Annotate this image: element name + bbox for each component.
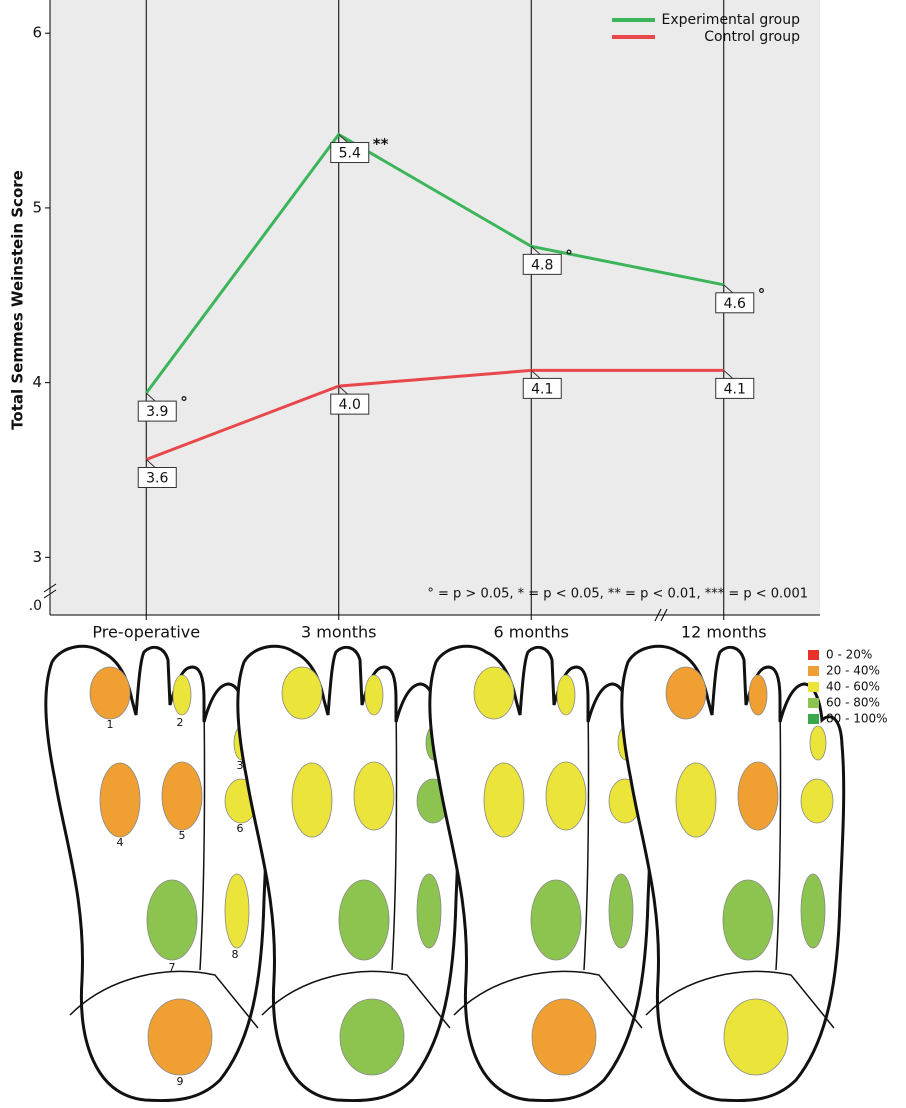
y-tick-label: 3: [32, 548, 42, 566]
y-tick-label: 6: [32, 24, 42, 42]
plot-background: [50, 0, 820, 615]
foot-zone: [292, 763, 332, 837]
foot-legend-label: 80 - 100%: [826, 712, 888, 726]
footnote: ° = p > 0.05, * = p < 0.05, ** = p < 0.0…: [427, 587, 808, 602]
foot-zone: [354, 762, 394, 830]
foot-map: [238, 646, 460, 1100]
value-label: 4.6: [724, 296, 746, 312]
legend-color: [808, 682, 819, 692]
foot-zone: [801, 874, 825, 948]
foot-zone: [340, 999, 404, 1075]
value-label: 3.9: [146, 404, 168, 420]
foot-zone: [810, 726, 826, 760]
x-tick-label: 6 months: [493, 623, 569, 642]
legend-color: [808, 714, 819, 724]
x-tick-label: 3 months: [301, 623, 377, 642]
foot-zone: [282, 667, 322, 719]
foot-zone: [557, 675, 575, 715]
significance-marker: °: [758, 285, 766, 303]
x-tick-label: 12 months: [681, 623, 767, 642]
foot-legend-label: 40 - 60%: [826, 680, 880, 694]
zone-number: 1: [107, 718, 114, 731]
value-label: 4.0: [339, 397, 361, 413]
foot-zone: [609, 874, 633, 948]
value-label: 3.6: [146, 471, 168, 487]
foot-zone: [666, 667, 706, 719]
y-axis-label: Total Semmes Weinstein Score: [9, 170, 27, 430]
value-label: 4.8: [531, 257, 553, 273]
zone-number: 9: [177, 1075, 184, 1088]
legend-color: [808, 666, 819, 676]
significance-marker: °: [565, 247, 573, 265]
significance-marker: **: [373, 135, 389, 153]
legend-label: Experimental group: [662, 12, 801, 28]
foot-zone: [676, 763, 716, 837]
x-tick-label: Pre-operative: [92, 623, 200, 642]
foot-zone: [225, 874, 249, 948]
legend-color: [808, 650, 819, 660]
zone-number: 7: [169, 961, 176, 974]
significance-marker: °: [180, 394, 188, 412]
foot-zone: [532, 999, 596, 1075]
foot-zone: [546, 762, 586, 830]
foot-zone: [100, 763, 140, 837]
legend-color: [808, 698, 819, 708]
foot-zone: [365, 675, 383, 715]
zone-number: 6: [237, 822, 244, 835]
zone-number: 5: [179, 829, 186, 842]
value-label: 4.1: [531, 381, 553, 397]
foot-zone: [474, 667, 514, 719]
foot-zone: [801, 779, 833, 823]
zone-number: 4: [117, 836, 124, 849]
value-label: 5.4: [339, 146, 361, 162]
foot-zone: [148, 999, 212, 1075]
zone-number: 2: [177, 716, 184, 729]
y-tick-label: 5: [32, 198, 42, 216]
foot-legend-label: 20 - 40%: [826, 664, 880, 678]
foot-zone: [531, 880, 581, 960]
foot-zone: [173, 675, 191, 715]
foot-zone: [749, 675, 767, 715]
foot-map: [430, 646, 652, 1100]
foot-zone: [484, 763, 524, 837]
zone-number: 8: [232, 948, 239, 961]
foot-zone: [724, 999, 788, 1075]
foot-legend-label: 60 - 80%: [826, 696, 880, 710]
legend-label: Control group: [704, 29, 800, 45]
foot-zone: [723, 880, 773, 960]
foot-zone: [147, 880, 197, 960]
foot-map: 123456789: [46, 646, 268, 1100]
foot-zone: [738, 762, 778, 830]
figure: Total Semmes Weinstein Score ° = p > 0.0…: [0, 0, 906, 1108]
axis-break-label: .0: [29, 598, 42, 614]
value-label: 4.1: [724, 381, 746, 397]
y-tick-label: 4: [32, 373, 42, 391]
foot-legend-label: 0 - 20%: [826, 648, 872, 662]
foot-zone: [162, 762, 202, 830]
foot-zone: [90, 667, 130, 719]
foot-zone: [417, 874, 441, 948]
foot-zone: [339, 880, 389, 960]
